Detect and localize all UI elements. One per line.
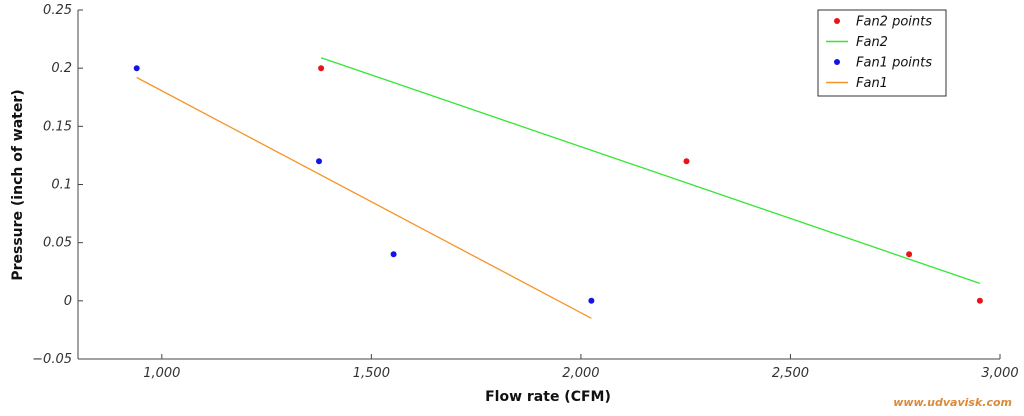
y-tick-label: 0.05	[43, 236, 72, 251]
legend-marker-swatch	[834, 18, 840, 24]
legend-box	[817, 9, 947, 97]
y-tick-label: −0.05	[32, 352, 72, 367]
plot-area	[133, 57, 983, 319]
y-tick-label: 0.1	[51, 178, 72, 193]
x-tick-label: 2,000	[562, 366, 599, 381]
series-line	[320, 57, 981, 285]
legend-entry-label: Fan1	[856, 76, 888, 91]
x-tick-label: 2,500	[772, 366, 809, 381]
data-point	[390, 251, 397, 258]
data-point	[318, 65, 325, 72]
legend-entry-label: Fan2 points	[856, 15, 932, 30]
x-tick-label: 1,000	[143, 366, 180, 381]
data-point	[906, 251, 913, 258]
legend-marker-swatch	[834, 59, 840, 65]
data-point	[588, 297, 595, 304]
legend-entry-label: Fan2	[856, 35, 888, 50]
y-axis-label: Pressure (inch of water)	[10, 89, 26, 280]
data-point	[976, 297, 983, 304]
x-axis-label: Flow rate (CFM)	[485, 389, 611, 405]
series-line	[136, 76, 592, 319]
y-tick-label: 0	[64, 294, 72, 309]
y-tick-label: 0.15	[43, 119, 72, 134]
legend-entry-label: Fan1 points	[856, 56, 932, 71]
x-tick-label: 3,000	[981, 366, 1018, 381]
y-tick-label: 0.2	[51, 61, 72, 76]
data-point	[683, 158, 690, 165]
legend: Fan2 points Fan2 Fan1 points Fan1	[817, 9, 947, 97]
watermark: www.udvavisk.com	[893, 396, 1012, 409]
axes: −0.05 0 0.05 0.1 0.15 0.2 0.25 1,000 1,500 2,000 2…	[32, 3, 1018, 381]
y-tick-label: 0.25	[43, 3, 72, 18]
data-point	[133, 65, 140, 72]
data-point	[316, 158, 322, 165]
x-tick-label: 1,500	[353, 366, 390, 381]
